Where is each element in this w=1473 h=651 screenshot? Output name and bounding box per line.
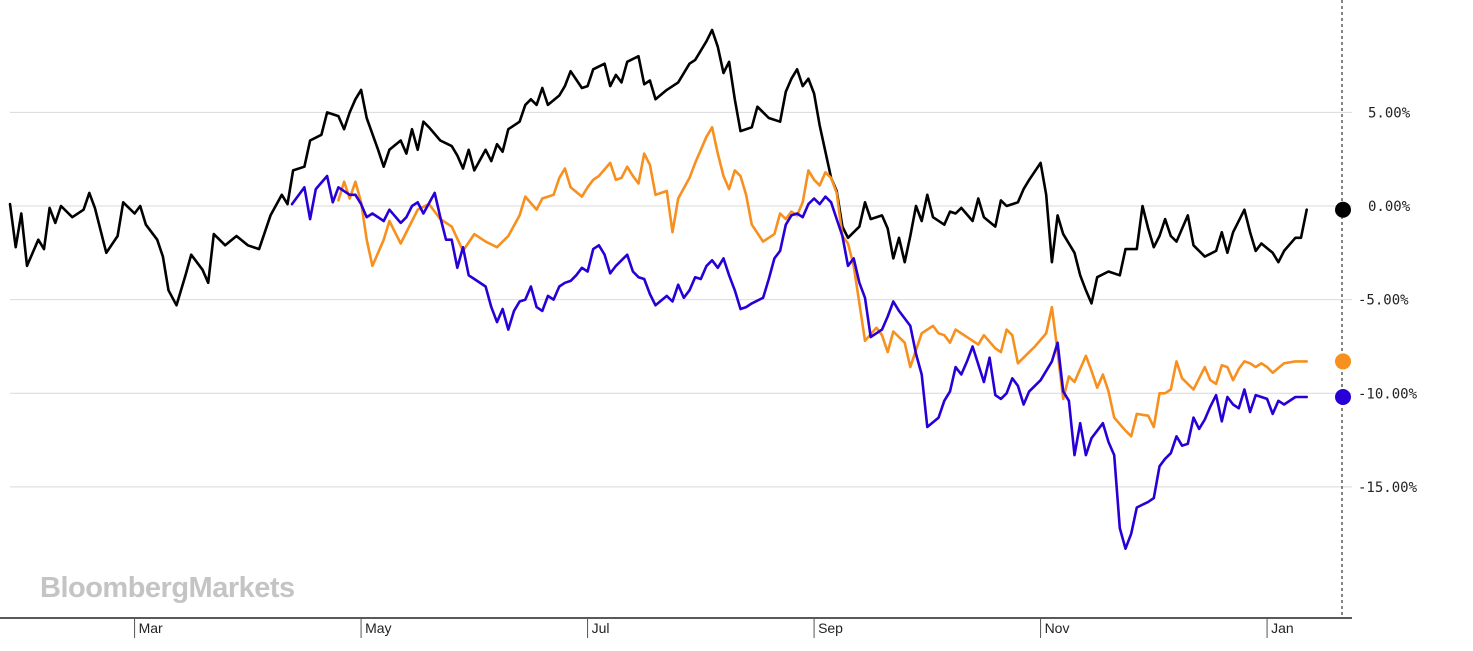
end-markers xyxy=(1335,201,1351,406)
x-tick-label: Jan xyxy=(1271,620,1294,636)
y-axis-labels: 5.00% 0.00% -5.00% -10.00% -15.00% xyxy=(1358,105,1418,496)
series-line-0 xyxy=(8,28,1308,307)
x-tick-label: Nov xyxy=(1045,620,1070,636)
y-tick-label: -5.00% xyxy=(1358,293,1409,309)
y-tick-label: 5.00% xyxy=(1368,105,1411,121)
y-tick-label: -15.00% xyxy=(1358,480,1418,496)
x-tick-label: Jul xyxy=(592,620,610,636)
x-tick-label: May xyxy=(365,620,391,636)
end-marker-0 xyxy=(1335,201,1351,218)
x-tick-label: Sep xyxy=(818,620,843,636)
series-line-2 xyxy=(290,174,1308,550)
y-tick-label: 0.00% xyxy=(1368,199,1411,215)
gridlines xyxy=(10,111,1352,488)
bloomberg-markets-logo: BloombergMarkets xyxy=(40,572,295,604)
end-marker-1 xyxy=(1335,353,1351,370)
series-lines xyxy=(8,28,1308,550)
x-axis: Mar May Jul Sep Nov Jan xyxy=(0,617,1352,638)
series-line-1 xyxy=(337,126,1308,438)
x-tick-label: Mar xyxy=(139,620,163,636)
y-tick-label: -10.00% xyxy=(1358,386,1418,402)
end-marker-2 xyxy=(1335,389,1351,406)
